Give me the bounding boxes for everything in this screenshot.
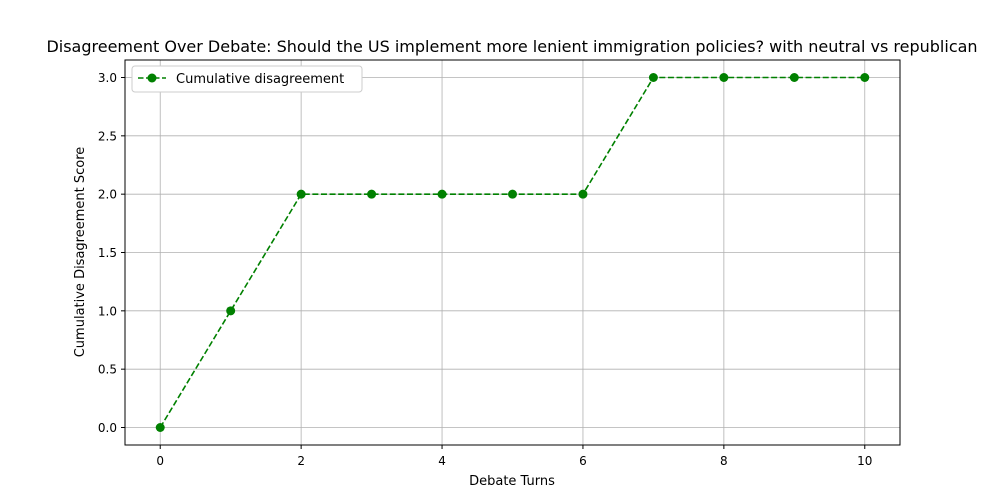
data-point <box>860 73 870 82</box>
data-point <box>508 189 517 199</box>
x-tick-label: 6 <box>579 454 587 468</box>
legend-marker-swatch <box>147 73 157 83</box>
y-axis-label: Cumulative Disagreement Score <box>73 147 88 358</box>
data-point <box>367 189 377 199</box>
x-tick-label: 2 <box>297 454 305 468</box>
data-point <box>578 189 588 199</box>
y-tick-label: 3.0 <box>98 71 117 85</box>
data-point <box>648 73 658 82</box>
data-point <box>155 423 165 432</box>
legend: Cumulative disagreement <box>131 65 363 93</box>
data-point <box>437 189 447 199</box>
y-tick-label: 0.5 <box>98 363 117 377</box>
x-tick-label: 4 <box>438 454 446 468</box>
legend-label: Cumulative disagreement <box>176 72 344 87</box>
y-tick-label: 1.0 <box>98 304 117 318</box>
x-tick-label: 0 <box>156 454 164 468</box>
x-tick-label: 8 <box>720 454 728 468</box>
y-tick-label: 2.0 <box>98 188 117 202</box>
x-tick-label: 10 <box>857 454 872 468</box>
data-point <box>296 189 306 199</box>
legend-box <box>131 65 363 93</box>
data-point <box>719 73 729 82</box>
y-tick-label: 0.0 <box>98 421 117 435</box>
y-tick-label: 2.5 <box>98 129 117 143</box>
x-axis-label: Debate Turns <box>469 474 555 489</box>
series-layer <box>155 73 870 432</box>
axis-ticks: 0 2 4 6 8 10 0.0 0.5 1.0 1.5 2.0 2.5 3.0 <box>98 71 873 468</box>
data-point <box>226 306 236 316</box>
y-tick-label: 1.5 <box>98 246 117 260</box>
data-point <box>789 73 799 82</box>
chart-title: Disagreement Over Debate: Should the US … <box>46 37 977 56</box>
